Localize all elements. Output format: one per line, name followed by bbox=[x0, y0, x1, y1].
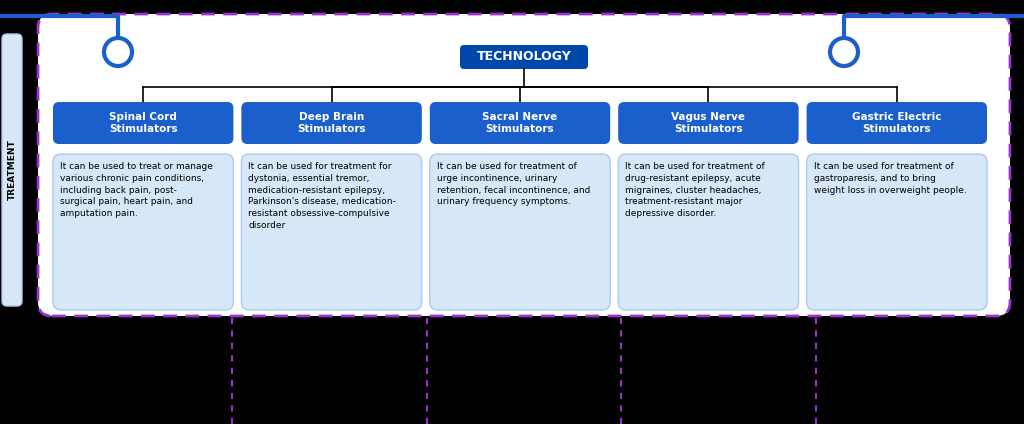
Text: Sacral Nerve
Stimulators: Sacral Nerve Stimulators bbox=[482, 112, 558, 134]
Text: It can be used for treatment of
gastroparesis, and to bring
weight loss in overw: It can be used for treatment of gastropa… bbox=[814, 162, 967, 195]
FancyBboxPatch shape bbox=[460, 45, 588, 69]
FancyBboxPatch shape bbox=[430, 102, 610, 144]
Text: It can be used for treatment of
urge incontinence, urinary
retention, fecal inco: It can be used for treatment of urge inc… bbox=[437, 162, 590, 206]
Text: It can be used for treatment of
drug-resistant epilepsy, acute
migraines, cluste: It can be used for treatment of drug-res… bbox=[626, 162, 765, 218]
FancyBboxPatch shape bbox=[53, 154, 233, 310]
Text: It can be used to treat or manage
various chronic pain conditions,
including bac: It can be used to treat or manage variou… bbox=[60, 162, 213, 218]
FancyBboxPatch shape bbox=[38, 14, 1010, 316]
FancyBboxPatch shape bbox=[618, 154, 799, 310]
FancyBboxPatch shape bbox=[430, 154, 610, 310]
FancyBboxPatch shape bbox=[242, 102, 422, 144]
Text: It can be used for treatment for
dystonia, essential tremor,
medication-resistan: It can be used for treatment for dystoni… bbox=[249, 162, 396, 230]
Text: Gastric Electric
Stimulators: Gastric Electric Stimulators bbox=[852, 112, 941, 134]
FancyBboxPatch shape bbox=[2, 34, 22, 306]
Text: TECHNOLOGY: TECHNOLOGY bbox=[476, 50, 571, 64]
FancyBboxPatch shape bbox=[807, 102, 987, 144]
Text: Vagus Nerve
Stimulators: Vagus Nerve Stimulators bbox=[672, 112, 745, 134]
Circle shape bbox=[104, 38, 132, 66]
Text: TREATMENT: TREATMENT bbox=[7, 139, 16, 201]
Circle shape bbox=[830, 38, 858, 66]
Text: Spinal Cord
Stimulators: Spinal Cord Stimulators bbox=[109, 112, 177, 134]
FancyBboxPatch shape bbox=[807, 154, 987, 310]
FancyBboxPatch shape bbox=[242, 154, 422, 310]
FancyBboxPatch shape bbox=[618, 102, 799, 144]
FancyBboxPatch shape bbox=[53, 102, 233, 144]
Text: Deep Brain
Stimulators: Deep Brain Stimulators bbox=[297, 112, 366, 134]
